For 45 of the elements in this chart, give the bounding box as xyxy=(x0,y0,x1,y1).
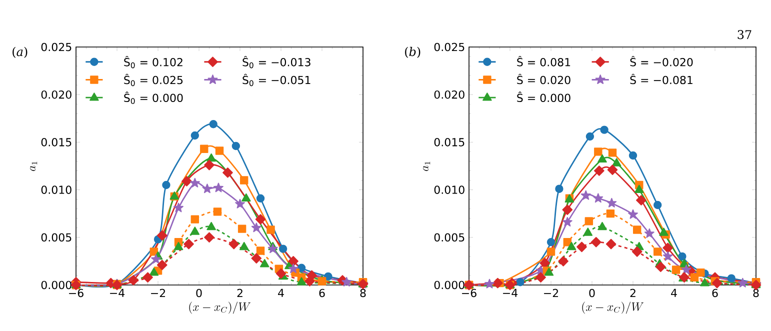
x-tick-label: 0 xyxy=(196,288,202,298)
y-axis-title: $a_1$ xyxy=(423,162,430,171)
legend-label: Ŝ = 0.081 xyxy=(517,56,570,66)
x-tick-label: 4 xyxy=(278,288,284,297)
legend-label: Ŝ$_{0}$ = 0.025 xyxy=(124,74,183,86)
x-tick-label: 2 xyxy=(237,288,242,298)
text: (b) xyxy=(405,46,420,58)
x-tick-label: 2 xyxy=(630,288,636,298)
y-tick-label: 0.015 xyxy=(434,138,464,146)
y-axis-title: $a_1$ xyxy=(30,162,38,171)
y-tick-label: 0.025 xyxy=(434,42,464,52)
x-tick-label: 8 xyxy=(753,288,759,298)
y-tick-label: 0.015 xyxy=(41,138,72,146)
legend-label: Ŝ = 0.000 xyxy=(517,92,570,102)
y-tick-label: 0.020 xyxy=(41,90,72,99)
text: 37 xyxy=(738,30,752,40)
x-tick-label: −4 xyxy=(110,288,125,297)
y-tick-label: 0.000 xyxy=(434,280,464,290)
legend-label: Ŝ$_{0}$ = 0.000 xyxy=(124,92,183,104)
y-tick-label: 0.005 xyxy=(41,233,72,242)
x-tick-label: 6 xyxy=(712,288,718,298)
y-tick-label: 0.020 xyxy=(434,90,464,99)
x-tick-label: −2 xyxy=(544,288,558,298)
x-tick-label: −2 xyxy=(151,288,166,298)
x-tick-label: −6 xyxy=(462,288,476,298)
x-tick-label: −4 xyxy=(503,288,518,297)
x-tick-label: 8 xyxy=(360,288,366,298)
legend-label: Ŝ = −0.020 xyxy=(630,56,693,66)
x-axis-title: $(x-x_C)/W$ xyxy=(189,302,251,314)
x-tick-label: 0 xyxy=(589,288,595,298)
x-tick-label: 6 xyxy=(319,288,325,298)
legend-label: Ŝ$_{0}$ = 0.102 xyxy=(124,56,182,68)
legend-label: Ŝ$_{0}$ = −0.013 xyxy=(242,56,310,68)
y-tick-label: 0.000 xyxy=(41,280,72,290)
x-axis-title: $(x-x_C)/W$ xyxy=(582,302,644,314)
legend-label: Ŝ$_{0}$ = −0.051 xyxy=(242,74,310,86)
y-tick-label: 0.005 xyxy=(434,233,464,242)
y-tick-label: 0.025 xyxy=(41,42,72,52)
y-tick-label: 0.010 xyxy=(41,186,72,194)
legend-label: Ŝ = 0.020 xyxy=(517,74,570,84)
legend-label: Ŝ = −0.081 xyxy=(630,74,692,84)
text: (a) xyxy=(12,46,28,58)
x-tick-label: 4 xyxy=(671,288,677,297)
y-tick-label: 0.010 xyxy=(434,186,464,194)
x-tick-label: −6 xyxy=(69,288,84,298)
